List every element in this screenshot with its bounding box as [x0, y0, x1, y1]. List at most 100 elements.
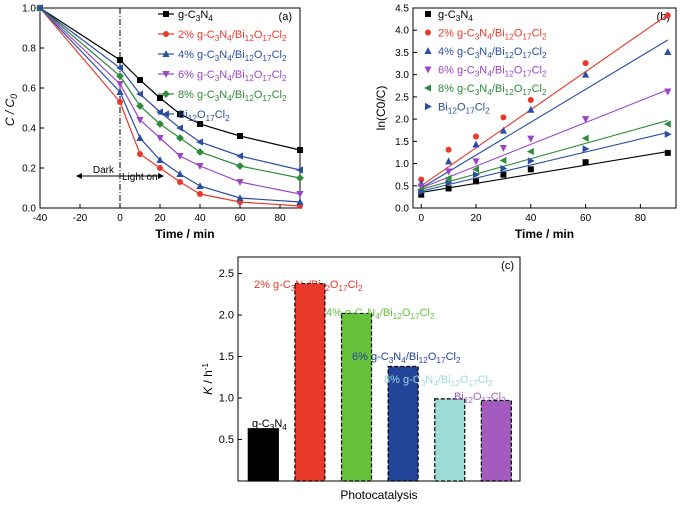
fit-line — [420, 39, 669, 189]
y-tick-label: 2.0 — [219, 310, 234, 322]
data-point — [445, 157, 453, 165]
y-tick-label: 0.2 — [22, 164, 36, 175]
y-axis-title: K / h-1 — [201, 363, 215, 395]
bar-label: Bi12O17Cl2 — [454, 391, 506, 405]
y-tick-label: 0.5 — [395, 181, 409, 192]
data-point — [473, 133, 480, 140]
data-point — [663, 120, 671, 128]
legend-label: g-C3N4 — [438, 9, 473, 23]
legend-label: 4% g-C3N4/Bi12O17Cl2 — [438, 46, 547, 60]
data-point — [296, 174, 304, 182]
plot-frame — [412, 7, 677, 209]
panel-a: -40 -20 0 20 40 60 80 0.0 0.2 0.4 0.6 0.8 1.0 Time / … — [3, 4, 304, 241]
data-point — [581, 134, 589, 142]
legend-marker — [424, 66, 432, 74]
data-point — [581, 70, 590, 78]
data-point — [136, 102, 144, 110]
x-tick-label: 0 — [117, 213, 123, 224]
legend-label: 4% g-C3N4/Bi12O17Cl2 — [178, 49, 287, 63]
bar — [247, 428, 279, 482]
data-point — [136, 117, 144, 124]
data-point — [236, 152, 243, 160]
data-point — [527, 97, 534, 103]
legend-marker — [424, 84, 431, 92]
data-point — [473, 171, 480, 179]
legend-marker — [162, 90, 170, 98]
y-tick-label: 4.5 — [395, 4, 409, 15]
data-point — [197, 191, 203, 197]
data-point — [196, 148, 204, 156]
data-point — [445, 146, 452, 153]
data-point — [116, 88, 124, 95]
legend-label: 2% g-C3N4/Bi12O17Cl2 — [438, 28, 547, 42]
y-tick-label: 1.0 — [395, 159, 409, 170]
data-point — [445, 168, 453, 176]
data-point — [500, 114, 507, 121]
data-point — [581, 116, 590, 124]
legend-label: 6% g-C3N4/Bi12O17Cl2 — [178, 69, 287, 83]
data-point — [664, 48, 672, 55]
data-point — [117, 57, 123, 63]
bar — [387, 365, 419, 482]
light-arrowhead — [158, 173, 164, 179]
data-point — [499, 126, 508, 134]
y-axis-title: ln(C0/C) — [374, 86, 388, 131]
panel-b: 0 20 40 60 80 0.0 0.5 1.0 1.5 2.0 2.5 3.0 3.5 4.0 4.5 T… — [374, 4, 677, 241]
data-point — [156, 156, 164, 163]
dark-label: Dark — [93, 165, 115, 176]
legend-label: 2% g-C3N4/Bi12O17Cl2 — [178, 29, 287, 43]
panel-label: (a) — [279, 11, 292, 23]
y-tick-label: 0.4 — [22, 124, 36, 135]
bar — [434, 398, 466, 482]
x-axis-title: Photocatalysis — [340, 488, 417, 502]
y-tick-label: 0.0 — [395, 204, 409, 215]
legend-label: 8% g-C3N4/Bi12O17Cl2 — [438, 83, 547, 97]
data-point — [176, 124, 183, 132]
fit-line — [421, 151, 668, 193]
data-point — [196, 163, 204, 170]
legend-marker — [163, 11, 169, 17]
data-point — [137, 77, 143, 83]
legend-marker — [424, 47, 432, 54]
legend-label: 6% g-C3N4/Bi12O17Cl2 — [438, 65, 547, 79]
data-point — [500, 164, 508, 173]
x-tick-label: -20 — [73, 213, 88, 224]
data-point — [664, 149, 671, 156]
x-axis-title: Time / min — [155, 227, 214, 241]
legend-label: 8% g-C3N4/Bi12O17Cl2 — [178, 89, 287, 103]
y-tick-label: 0.6 — [22, 84, 36, 95]
x-tick-label: 40 — [194, 213, 206, 224]
x-tick-label: 20 — [470, 213, 482, 224]
data-point — [157, 95, 163, 101]
x-tick-label: 0 — [418, 213, 424, 224]
legend-marker — [162, 71, 170, 78]
bar-label: 4% g-C3N4/Bi12O17Cl2 — [326, 307, 435, 321]
y-tick-label: 4.0 — [395, 26, 409, 37]
data-point — [582, 159, 589, 166]
x-tick-label: 60 — [234, 213, 246, 224]
y-axis-title: C / C0 — [3, 94, 19, 126]
plot-frame — [237, 256, 521, 482]
legend-marker — [163, 31, 169, 37]
data-point — [296, 198, 304, 205]
x-tick-label: 60 — [580, 213, 592, 224]
data-point — [527, 105, 535, 113]
y-tick-label: 1.5 — [219, 351, 234, 363]
series-line — [39, 7, 301, 203]
legend-marker — [425, 29, 431, 36]
legend-marker — [162, 50, 170, 57]
bar — [340, 312, 373, 482]
data-point — [418, 176, 425, 183]
y-tick-label: 3.5 — [395, 48, 409, 59]
data-point — [445, 179, 453, 187]
bar — [480, 399, 512, 482]
fit-line — [421, 119, 668, 190]
series-line — [39, 7, 301, 179]
data-point — [499, 145, 508, 152]
fit-line — [421, 131, 668, 192]
fit-line — [421, 89, 668, 189]
y-tick-label: 1.5 — [395, 137, 409, 148]
data-point — [196, 138, 203, 146]
legend-label: Bi12O17Cl2 — [178, 109, 230, 123]
data-point — [527, 157, 535, 165]
